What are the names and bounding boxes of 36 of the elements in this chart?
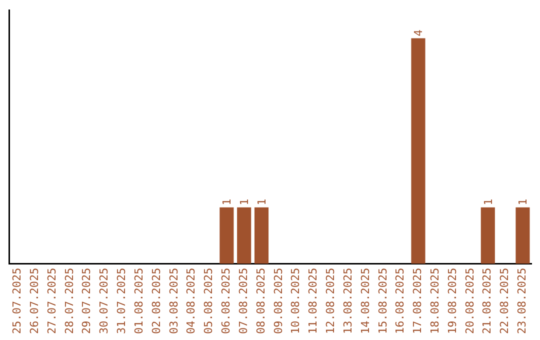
x-tick-label: 06.08.2025 [220,268,233,334]
x-tick-label: 22.08.2025 [498,268,512,334]
x-tick-label: 01.08.2025 [132,268,146,334]
x-tick-label: 23.08.2025 [516,268,529,334]
x-tick-label: 11.08.2025 [306,268,320,334]
data-label: 4 [412,29,426,36]
x-tick-label: 14.08.2025 [358,268,372,334]
x-tick-label: 02.08.2025 [150,268,163,334]
data-label: 1 [516,198,530,206]
x-tick-label: 19.08.2025 [446,268,459,334]
data-label: 1 [482,198,495,206]
x-tick-label: 15.08.2025 [376,268,390,334]
x-tick-label: 07.08.2025 [236,268,250,334]
x-tick-label: 18.08.2025 [428,268,442,334]
data-label: 1 [256,198,269,206]
data-label: 1 [220,198,234,206]
x-tick-label: 25.07.2025 [10,268,24,334]
x-tick-label: 09.08.2025 [272,268,285,334]
x-tick-label: 05.08.2025 [202,268,216,334]
x-tick-label: 17.08.2025 [411,268,424,334]
x-tick-label: 31.07.2025 [115,268,128,334]
x-tick-label: 13.08.2025 [341,268,354,334]
x-tick-label: 12.08.2025 [324,268,338,334]
x-tick-label: 04.08.2025 [184,268,198,334]
x-tick-label: 28.07.2025 [62,268,76,334]
x-tick-label: 26.07.2025 [28,268,41,334]
x-tick-label: 20.08.2025 [463,268,476,334]
x-tick-label: 29.07.2025 [80,268,94,334]
x-tick-label: 21.08.2025 [480,268,494,334]
x-tick-label: 27.07.2025 [45,268,58,334]
x-tick-label: 10.08.2025 [289,268,302,334]
x-tick-label: 08.08.2025 [254,268,268,334]
x-tick-label: 03.08.2025 [167,268,180,334]
x-tick-label: 30.07.2025 [98,268,111,334]
data-label: 1 [238,198,252,206]
x-tick-label: 16.08.2025 [394,268,407,334]
